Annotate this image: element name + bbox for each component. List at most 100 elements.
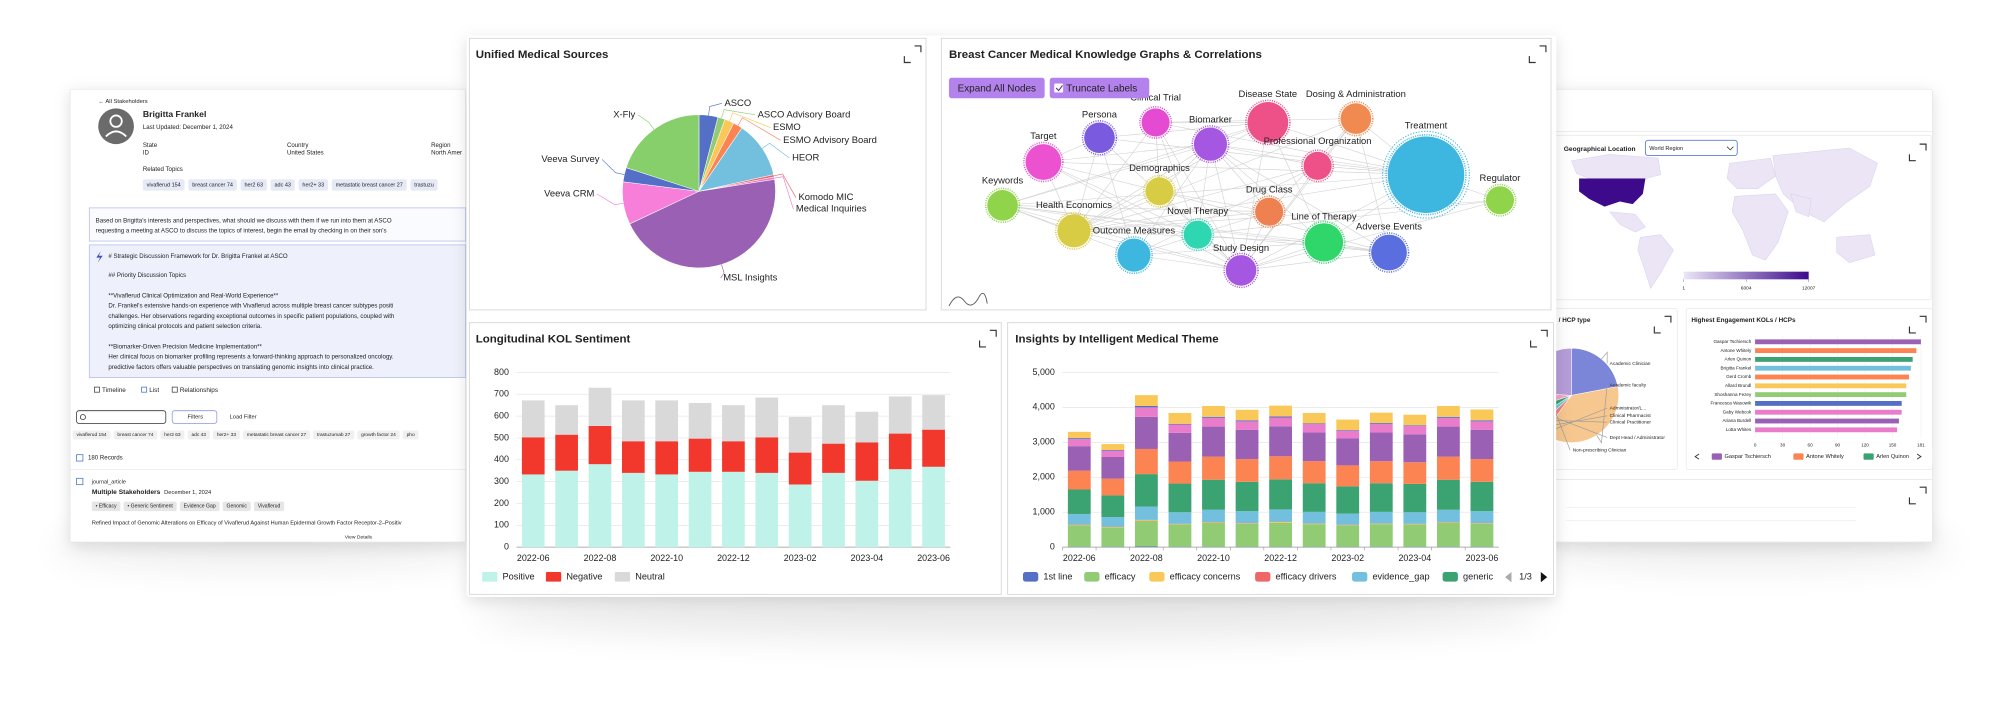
graph-node[interactable] [1225, 255, 1257, 286]
map-region [1731, 193, 1789, 261]
kol-chart: Highest Engagement KOLs / HCPs 0 30 60 90 120… [1691, 317, 1933, 465]
expand-icon[interactable] [1908, 315, 1927, 334]
field-value: United States [287, 150, 324, 157]
leader-line [1601, 351, 1608, 364]
expand-icon[interactable] [1908, 143, 1927, 162]
legend-swatch [1711, 453, 1722, 460]
graph-node-ring [1338, 100, 1374, 137]
legend-next[interactable] [1540, 572, 1548, 583]
graph-node[interactable] [1247, 102, 1289, 143]
expand-button[interactable] [948, 77, 1045, 99]
bar-segment [1269, 405, 1293, 417]
bar-segment [1302, 524, 1326, 547]
search-icon [79, 414, 86, 421]
graph-node[interactable] [1141, 108, 1170, 137]
pie-label: Dept Head / Administrator [1610, 435, 1666, 441]
bar-segment [1470, 511, 1494, 524]
graph-edge [1002, 205, 1198, 235]
tab[interactable]: List [149, 387, 159, 394]
back-link[interactable]: ← All Stakeholders [98, 99, 148, 105]
response-line: **Biomarker-Driven Precision Medicine Im… [108, 344, 262, 351]
graph-node[interactable] [1371, 234, 1407, 271]
chip [142, 179, 185, 191]
chip [410, 179, 438, 191]
load-filter[interactable]: Load Filter [230, 415, 257, 421]
chip-label: • Efficacy [96, 504, 117, 510]
tab[interactable]: Relationships [180, 387, 218, 394]
pie-label: Academic faculty [1610, 382, 1647, 388]
legend-prev[interactable] [1694, 453, 1700, 460]
pie-label: Clinical Practitioner [1610, 419, 1652, 425]
bar-segment [1202, 522, 1225, 547]
bar-segment [1269, 509, 1293, 522]
bar-segment [1168, 432, 1192, 462]
graph-node[interactable] [1117, 238, 1151, 272]
bar [1755, 427, 1898, 433]
bar-segment [1067, 525, 1091, 547]
graph-node[interactable] [1084, 122, 1115, 154]
search-box[interactable] [76, 410, 167, 424]
chevron [1726, 146, 1734, 151]
graph-edge [1155, 122, 1198, 235]
bar-segment [521, 437, 545, 475]
expand-icon[interactable] [1530, 329, 1548, 348]
legend-prev[interactable] [1505, 572, 1512, 583]
screen: ← All Stakeholders Brigitta Frankel Last U… [51, 35, 1958, 638]
bar-segment [1134, 520, 1158, 547]
graph-node[interactable] [1304, 223, 1344, 262]
checkbox[interactable] [76, 477, 84, 486]
chip [91, 501, 121, 512]
graph-node[interactable] [1255, 197, 1284, 226]
y-tick-label: 4,000 [1033, 402, 1055, 412]
bar-segment [1134, 520, 1158, 521]
checkbox[interactable] [76, 454, 84, 462]
bar-segment [1067, 446, 1091, 471]
chip-label: her2 63 [164, 432, 181, 438]
bar-segment [655, 400, 679, 442]
legend-label: efficacy [1105, 572, 1136, 582]
expand-icon[interactable] [1908, 486, 1927, 505]
graph-node[interactable] [1193, 127, 1228, 161]
x-tick-label: 60 [1808, 442, 1814, 447]
bar-segment [621, 400, 645, 442]
legend-next[interactable] [1916, 453, 1922, 460]
bar-segment [722, 405, 745, 442]
graph-node-label: Clinical Trial [1130, 92, 1181, 103]
graph-node[interactable] [1340, 103, 1372, 134]
graph-node-ring [1081, 120, 1118, 156]
bar-segment [1470, 459, 1494, 482]
graph-node-label: Drug Class [1246, 184, 1293, 195]
bar-segment [1202, 417, 1225, 427]
kol-name: Antone Whitely [1720, 348, 1752, 353]
graph-node[interactable] [1145, 177, 1174, 206]
bar-segment [1269, 522, 1293, 523]
legend-label: 1st line [1043, 572, 1072, 582]
view-details[interactable]: View Details [345, 534, 373, 540]
bar-segment [1269, 456, 1293, 480]
graph-node[interactable] [1183, 220, 1212, 249]
kol-name: Gaspar Tschiersch [1713, 339, 1751, 344]
field-label: State [143, 142, 158, 149]
expand-icon[interactable] [903, 45, 922, 64]
bar-segment [1134, 448, 1158, 475]
tab[interactable]: Timeline [102, 387, 126, 394]
expand-icon[interactable] [1528, 45, 1547, 64]
bar-segment [555, 470, 578, 548]
bar-segment [1202, 426, 1225, 457]
region-select[interactable] [1644, 139, 1738, 157]
graph-node[interactable] [1025, 144, 1062, 180]
chip [298, 179, 328, 191]
checkbox [1054, 83, 1064, 93]
expand-icon[interactable] [979, 329, 997, 348]
filters-button[interactable] [171, 410, 218, 424]
expand-icon[interactable] [1653, 315, 1672, 334]
graph-node[interactable] [987, 190, 1018, 221]
bar-segment [1235, 409, 1259, 421]
truncate-toggle[interactable] [1049, 77, 1150, 99]
graph-node[interactable] [1485, 186, 1515, 215]
graph-node[interactable] [1303, 151, 1332, 180]
graph-node[interactable] [1387, 136, 1465, 213]
graph-node[interactable] [1057, 214, 1091, 248]
related-label: Related Topics [143, 166, 183, 173]
chip-label: growth factor 24 [361, 432, 396, 438]
